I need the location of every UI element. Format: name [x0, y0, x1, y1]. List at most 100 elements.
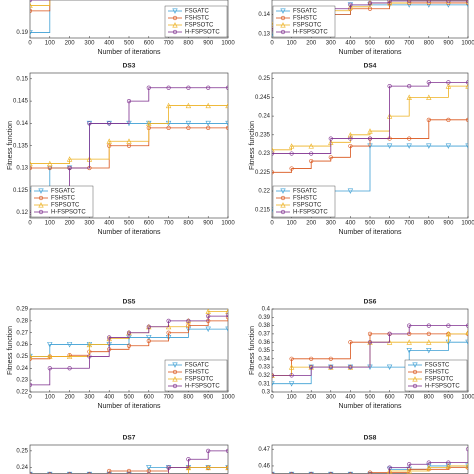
marker	[465, 83, 468, 89]
marker	[288, 364, 295, 370]
y-tick-label: 0.34	[258, 356, 270, 362]
y-tick-label: 0.145	[13, 99, 29, 105]
marker	[106, 138, 112, 144]
series-group	[272, 447, 468, 474]
x-tick-label: 700	[404, 41, 415, 47]
marker	[289, 373, 294, 378]
marker	[87, 354, 92, 359]
legend-label: FSHSTC	[425, 370, 450, 376]
x-tick-label: 1000	[461, 221, 474, 227]
marker	[86, 341, 93, 348]
marker	[348, 136, 353, 141]
x-tick-label: 700	[404, 221, 415, 227]
marker	[348, 472, 353, 474]
y-tick-label: 0.225	[255, 170, 271, 176]
marker	[30, 30, 33, 36]
step-line	[369, 467, 468, 474]
y-tick-label: 0.27	[16, 330, 28, 336]
x-tick-label: 800	[424, 395, 435, 401]
marker	[465, 80, 468, 85]
marker	[406, 347, 412, 354]
y-tick-label: 0.25	[16, 354, 28, 360]
marker	[272, 472, 274, 474]
marker	[206, 125, 211, 130]
marker	[38, 209, 44, 215]
x-tick-label: 0	[270, 221, 274, 227]
marker	[225, 120, 228, 127]
x-tick-label: 100	[45, 395, 56, 401]
x-tick-label: 500	[124, 41, 135, 47]
marker	[66, 156, 73, 162]
marker	[289, 151, 294, 156]
marker	[225, 448, 228, 453]
marker	[127, 472, 131, 474]
plot-area	[271, 444, 469, 474]
legend-label: FSPSOTC	[51, 203, 80, 209]
legend-label: FSHSTC	[185, 16, 210, 22]
y-tick-label: 0.215	[255, 207, 271, 213]
marker	[407, 462, 412, 467]
step-line	[30, 314, 228, 386]
y-tick-label: 0.24	[258, 114, 270, 120]
series-group	[30, 309, 228, 387]
marker	[368, 472, 372, 474]
marker	[47, 353, 53, 359]
subplot: DS7 0.24 0.25	[16, 435, 229, 474]
marker	[465, 323, 468, 328]
marker	[465, 447, 468, 452]
series-group	[272, 323, 468, 387]
y-tick-label: 0.39	[258, 315, 270, 321]
marker	[280, 8, 286, 14]
step-line	[272, 325, 468, 376]
marker	[426, 464, 432, 471]
marker	[67, 366, 72, 371]
x-tick-label: 0	[270, 395, 274, 401]
marker	[146, 120, 152, 126]
marker	[66, 342, 73, 348]
marker	[387, 331, 392, 337]
marker	[225, 464, 228, 471]
marker	[185, 102, 192, 109]
x-tick-label: 700	[164, 221, 175, 227]
marker	[386, 364, 393, 370]
legend-label: H-FSPSOTC	[51, 210, 86, 216]
legend-label: FSHSTC	[293, 16, 318, 22]
subplot: DS5 0.22 0.23 0.24 0.25 0.26 0.27 0.28 0.29 0 100 2…	[7, 299, 235, 410]
y-tick-label: 0.33	[258, 365, 270, 371]
x-tick-label: 1000	[461, 41, 474, 47]
y-tick-label: 0.13	[16, 166, 28, 172]
y-axis-label: Fitness function	[249, 121, 256, 170]
marker	[406, 468, 412, 474]
marker	[225, 85, 228, 90]
marker	[367, 331, 373, 337]
marker	[280, 202, 286, 208]
legend-label: FSPSOTC	[185, 23, 214, 29]
x-tick-label: 400	[345, 41, 356, 47]
marker	[146, 324, 151, 329]
marker	[272, 146, 275, 153]
marker	[308, 143, 314, 149]
x-tick-label: 200	[65, 221, 76, 227]
x-tick-label: 900	[443, 221, 454, 227]
legend-label: FSPSOTC	[425, 377, 454, 383]
marker	[426, 460, 431, 465]
subplot: 0.13 0.14 0 100 200 300 400 500 600 700 800 900 1000…	[258, 0, 474, 56]
x-axis-label: Number of iterations	[97, 49, 161, 56]
x-tick-label: 200	[65, 41, 76, 47]
marker	[328, 472, 333, 474]
marker	[465, 0, 468, 4]
x-tick-label: 500	[124, 221, 135, 227]
y-tick-label: 0.28	[16, 318, 28, 324]
legend-label: FSGATC	[185, 9, 210, 15]
x-tick-label: 600	[385, 395, 396, 401]
marker	[166, 85, 171, 90]
marker	[30, 382, 33, 387]
y-tick-label: 0.37	[258, 331, 270, 337]
marker	[30, 2, 33, 8]
marker	[205, 464, 211, 471]
x-tick-label: 900	[203, 395, 214, 401]
x-tick-label: 400	[104, 395, 115, 401]
marker	[205, 102, 211, 109]
x-axis-label: Number of iterations	[97, 403, 161, 410]
x-tick-label: 100	[45, 221, 56, 227]
